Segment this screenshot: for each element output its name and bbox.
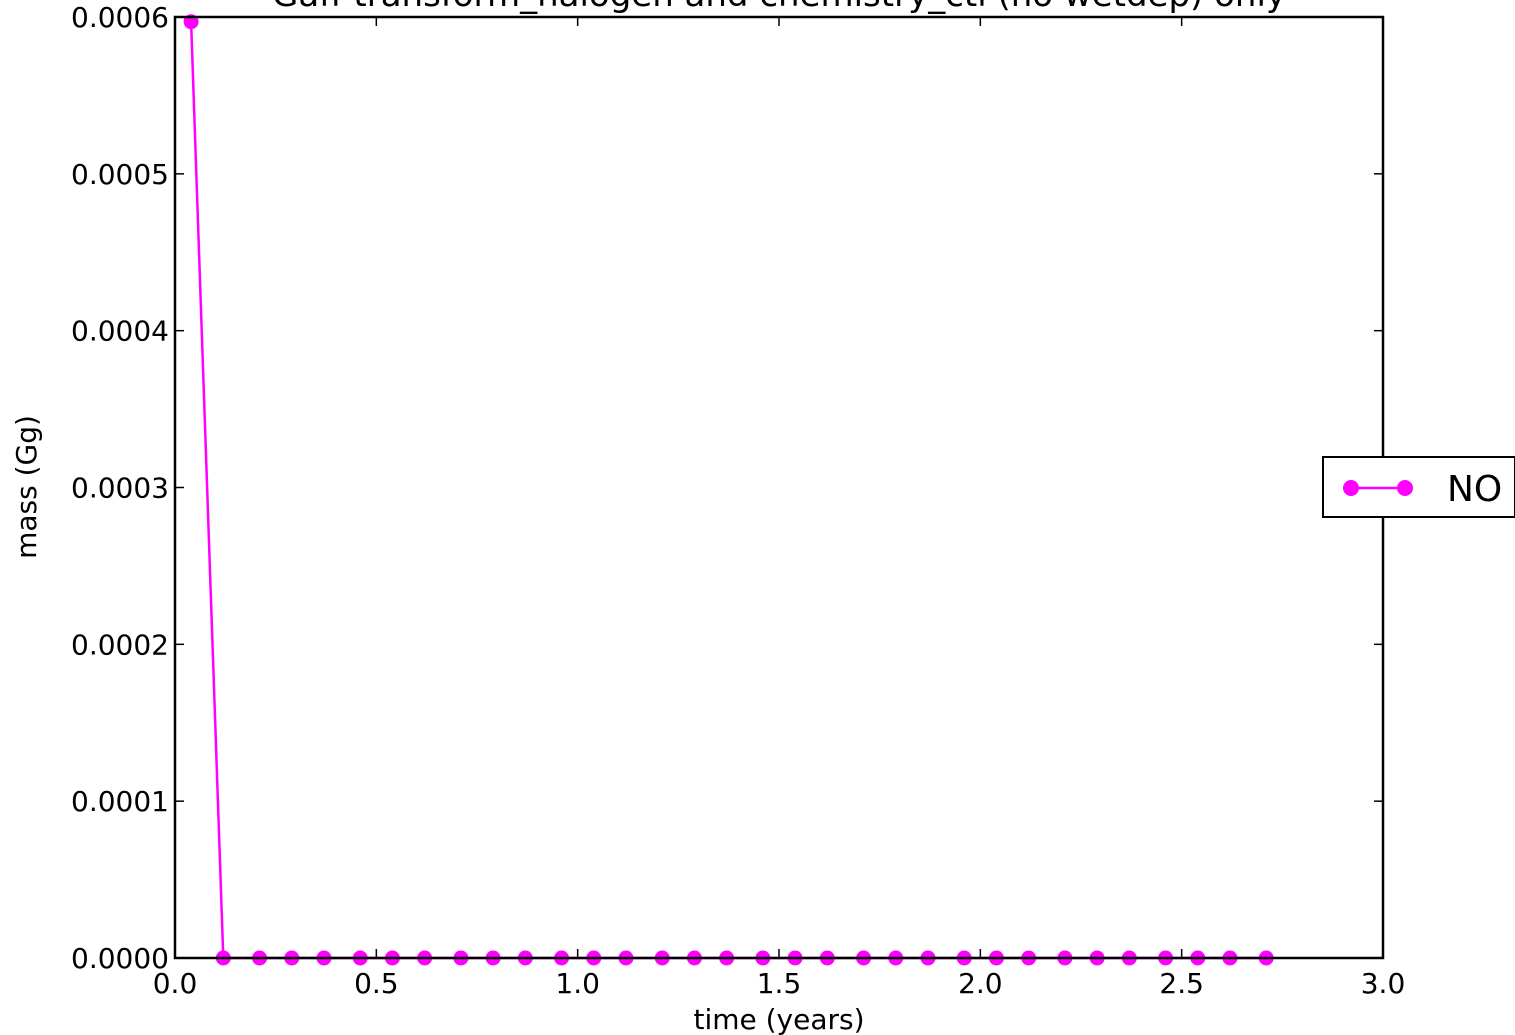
x-tick-label: 0.0 <box>153 967 198 1000</box>
legend[interactable]: NO <box>1322 456 1515 518</box>
y-tick-label: 0.0005 <box>71 158 169 191</box>
legend-label-no: NO <box>1447 469 1502 510</box>
x-tick-label: 2.5 <box>1159 967 1204 1000</box>
y-tick-label: 0.0002 <box>71 628 169 661</box>
series-layer <box>183 14 1274 966</box>
y-tick-label: 0.0006 <box>71 1 169 34</box>
legend-marker-swatch <box>1397 480 1413 496</box>
series-line-no <box>189 21 1267 960</box>
x-axis-label: time (years) <box>693 1003 864 1035</box>
y-tick-label: 0.0001 <box>71 785 169 818</box>
legend-marker-swatch <box>1343 480 1359 496</box>
x-tick-label: 1.5 <box>757 967 802 1000</box>
y-tick-label: 0.0000 <box>71 942 169 975</box>
y-axis-label: mass (Gg) <box>10 415 43 559</box>
y-tick-label: 0.0004 <box>71 315 169 348</box>
x-tick-label: 3.0 <box>1361 967 1406 1000</box>
x-tick-label: 2.0 <box>958 967 1003 1000</box>
x-axis-ticks: 0.0 0.5 1.0 1.5 2.0 2.5 3.0 <box>153 17 1406 1000</box>
chart-title: Gaff transform_halogen and chemistry_ctl… <box>272 0 1286 15</box>
y-tick-label: 0.0003 <box>71 472 169 505</box>
x-tick-label: 1.0 <box>555 967 600 1000</box>
y-axis-ticks: 0.0000 0.0001 0.0002 0.0003 0.0004 0.0005 0.00… <box>71 1 1383 975</box>
x-tick-label: 0.5 <box>354 967 399 1000</box>
plot-area-frame <box>173 15 1385 960</box>
